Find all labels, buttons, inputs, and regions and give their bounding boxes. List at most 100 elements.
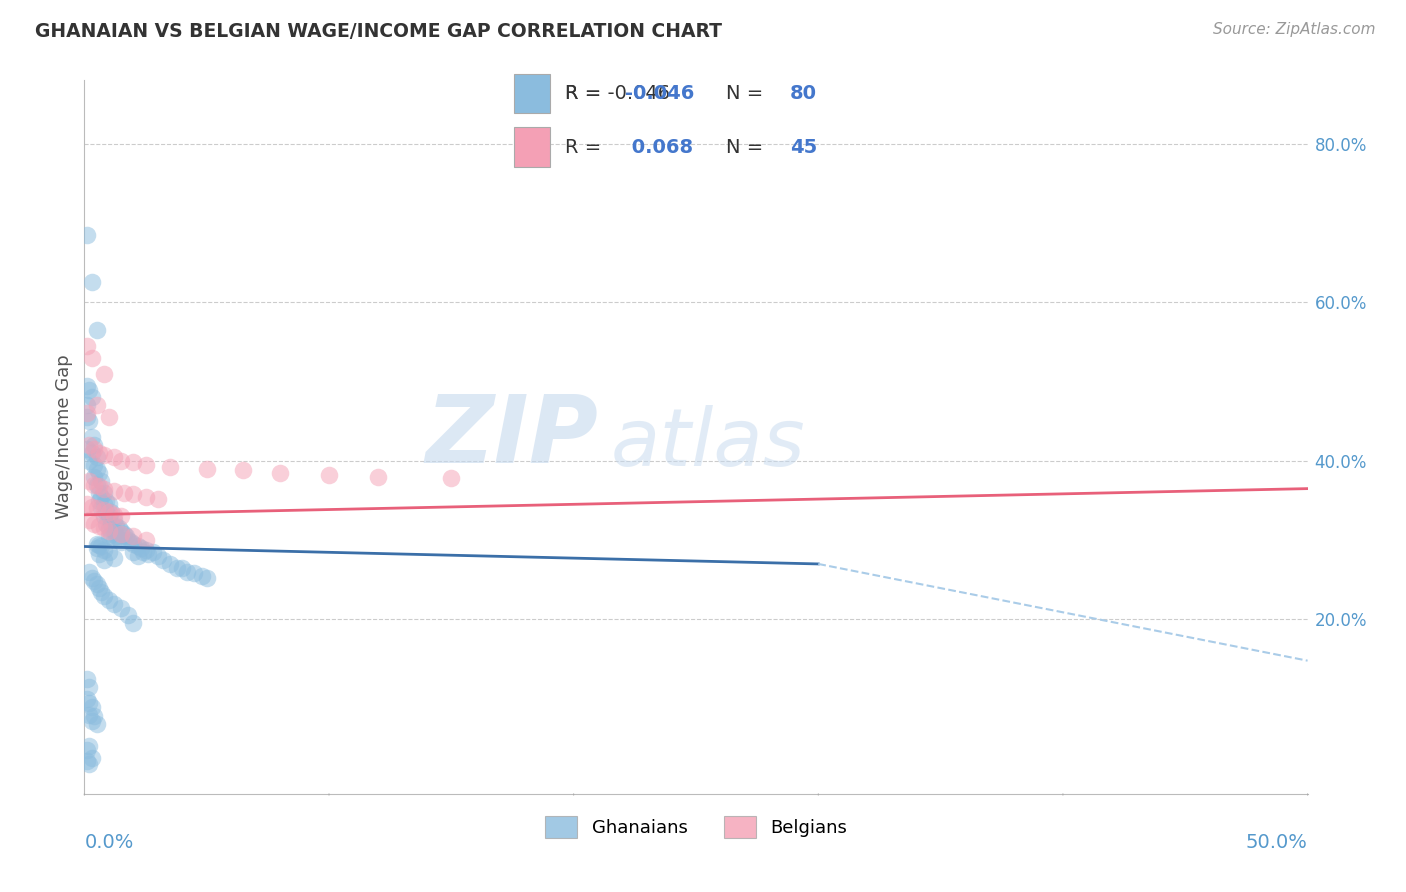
Ghanaians xyxy=(110,600,132,615)
Belgians xyxy=(86,398,108,412)
Ghanaians xyxy=(166,561,188,575)
Ghanaians xyxy=(76,227,98,242)
Belgians xyxy=(103,508,125,522)
Ghanaians xyxy=(136,548,159,562)
Ghanaians xyxy=(115,529,138,543)
Text: Source: ZipAtlas.com: Source: ZipAtlas.com xyxy=(1212,22,1375,37)
Belgians xyxy=(103,450,125,464)
Ghanaians xyxy=(103,550,125,565)
Ghanaians xyxy=(96,505,118,519)
Ghanaians xyxy=(87,538,110,552)
Ghanaians xyxy=(97,521,120,535)
Ghanaians xyxy=(93,498,115,512)
Ghanaians xyxy=(107,532,129,546)
Ghanaians xyxy=(86,541,108,555)
Belgians xyxy=(112,485,135,500)
Ghanaians xyxy=(93,553,115,567)
Text: 0.068: 0.068 xyxy=(626,137,693,157)
Ghanaians xyxy=(83,574,105,589)
Belgians xyxy=(146,491,169,506)
Ghanaians xyxy=(97,592,120,607)
Legend: Ghanaians, Belgians: Ghanaians, Belgians xyxy=(537,809,855,846)
Belgians xyxy=(86,501,108,516)
Ghanaians xyxy=(122,537,145,551)
Ghanaians xyxy=(93,589,115,603)
FancyBboxPatch shape xyxy=(513,128,550,167)
Belgians xyxy=(77,513,100,527)
Ghanaians xyxy=(110,534,132,549)
Text: atlas: atlas xyxy=(610,405,806,483)
Belgians xyxy=(195,462,218,476)
Ghanaians xyxy=(93,485,115,500)
Belgians xyxy=(87,479,110,493)
Ghanaians xyxy=(87,493,110,508)
Belgians xyxy=(87,446,110,460)
Belgians xyxy=(367,469,389,483)
Belgians xyxy=(232,463,254,477)
Ghanaians xyxy=(87,466,110,480)
Ghanaians xyxy=(76,691,98,706)
Ghanaians xyxy=(97,498,120,512)
Text: R =: R = xyxy=(565,137,607,157)
Ghanaians xyxy=(97,529,120,543)
Ghanaians xyxy=(152,553,174,567)
Belgians xyxy=(110,509,132,524)
Ghanaians xyxy=(87,548,110,562)
Ghanaians xyxy=(80,430,103,444)
Ghanaians xyxy=(80,714,103,728)
Belgians xyxy=(76,498,98,512)
Ghanaians xyxy=(77,696,100,710)
Ghanaians xyxy=(77,680,100,694)
Ghanaians xyxy=(127,549,149,563)
Ghanaians xyxy=(76,754,98,768)
Ghanaians xyxy=(195,571,218,585)
Text: -0.046: -0.046 xyxy=(626,84,695,103)
Belgians xyxy=(83,517,105,532)
Text: N =: N = xyxy=(725,137,769,157)
Ghanaians xyxy=(183,566,205,581)
Ghanaians xyxy=(93,542,115,557)
Belgians xyxy=(87,519,110,533)
Belgians xyxy=(269,466,291,480)
Ghanaians xyxy=(80,571,103,585)
Ghanaians xyxy=(83,469,105,483)
Ghanaians xyxy=(77,707,100,722)
Ghanaians xyxy=(100,505,122,519)
Ghanaians xyxy=(100,517,122,532)
Ghanaians xyxy=(127,540,149,554)
Ghanaians xyxy=(105,529,128,543)
Belgians xyxy=(97,524,120,538)
Belgians xyxy=(135,490,157,504)
Ghanaians xyxy=(96,517,118,532)
Ghanaians xyxy=(103,533,125,548)
Text: 80: 80 xyxy=(790,84,817,103)
Ghanaians xyxy=(76,378,98,392)
Ghanaians xyxy=(117,608,139,623)
Belgians xyxy=(110,526,132,541)
Text: R =: R = xyxy=(565,84,607,103)
Ghanaians xyxy=(97,545,120,559)
Ghanaians xyxy=(77,739,100,754)
Ghanaians xyxy=(117,533,139,548)
Belgians xyxy=(77,474,100,488)
Ghanaians xyxy=(103,524,125,538)
Belgians xyxy=(80,351,103,365)
Belgians xyxy=(97,410,120,425)
Ghanaians xyxy=(110,524,132,538)
Ghanaians xyxy=(76,672,98,686)
Ghanaians xyxy=(93,509,115,524)
Ghanaians xyxy=(83,438,105,452)
Text: ZIP: ZIP xyxy=(425,391,598,483)
Ghanaians xyxy=(86,462,108,476)
Ghanaians xyxy=(77,756,100,771)
Belgians xyxy=(76,406,98,420)
Ghanaians xyxy=(142,545,165,559)
Ghanaians xyxy=(159,557,181,571)
Belgians xyxy=(83,477,105,491)
Ghanaians xyxy=(86,576,108,591)
Ghanaians xyxy=(87,581,110,595)
Ghanaians xyxy=(135,542,157,557)
Ghanaians xyxy=(90,540,112,554)
Ghanaians xyxy=(122,545,145,559)
Belgians xyxy=(93,367,115,381)
